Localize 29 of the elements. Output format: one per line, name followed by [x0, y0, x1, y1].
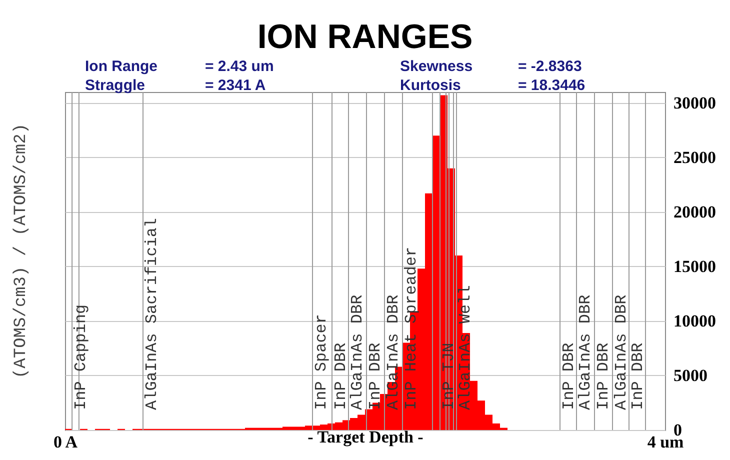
y-tick-label: 15000	[674, 256, 716, 276]
y-axis-title: (ATOMS/cm3) / (ATOMS/cm2)	[12, 123, 31, 379]
ref-line-label: AlGaInAs Well	[456, 285, 474, 410]
text: Ion Range = 2.43 um	[85, 58, 274, 75]
y-tick-label: 30000	[674, 93, 716, 112]
ref-line-label: AlGaInAs Sacrificial	[143, 218, 161, 410]
text: Skewness = -2.8363	[400, 58, 582, 75]
text: Kurtosis = 18.3446	[400, 77, 586, 94]
ref-line-label: AlGaInAs DBR	[612, 294, 630, 410]
ref-line-label: InP DBR	[332, 342, 350, 410]
chart-title: ION RANGES	[257, 18, 473, 56]
y-tick-label: 5000	[674, 366, 708, 385]
ref-line-label: AlGaInAs DBR	[348, 294, 366, 410]
ref-line-label: InP DBR	[366, 342, 384, 410]
ref-line-label: AlGaInAs DBR	[384, 294, 402, 410]
ref-line-label: AlGaInAs DBR	[576, 294, 594, 410]
ref-line-label: InP Heat Spreader	[402, 246, 420, 410]
x-tick-label: 0 A	[53, 432, 78, 452]
y-tick-label: 20000	[674, 202, 716, 222]
y-tick-label: 10000	[674, 311, 716, 330]
ref-line-label: InP DBR	[629, 342, 647, 410]
text: Straggle = 2341 A	[85, 77, 266, 94]
ref-line-label: InP DBR	[560, 342, 578, 410]
x-axis-title: - Target Depth -	[308, 428, 424, 446]
y-tick-label: 25000	[674, 148, 716, 167]
ref-line-label: InP DBR	[594, 342, 612, 410]
ref-line-label: InP Spacer	[312, 314, 330, 410]
ref-line-label: InP Capping	[72, 304, 90, 410]
ref-line-label: InP TJN	[440, 342, 458, 410]
